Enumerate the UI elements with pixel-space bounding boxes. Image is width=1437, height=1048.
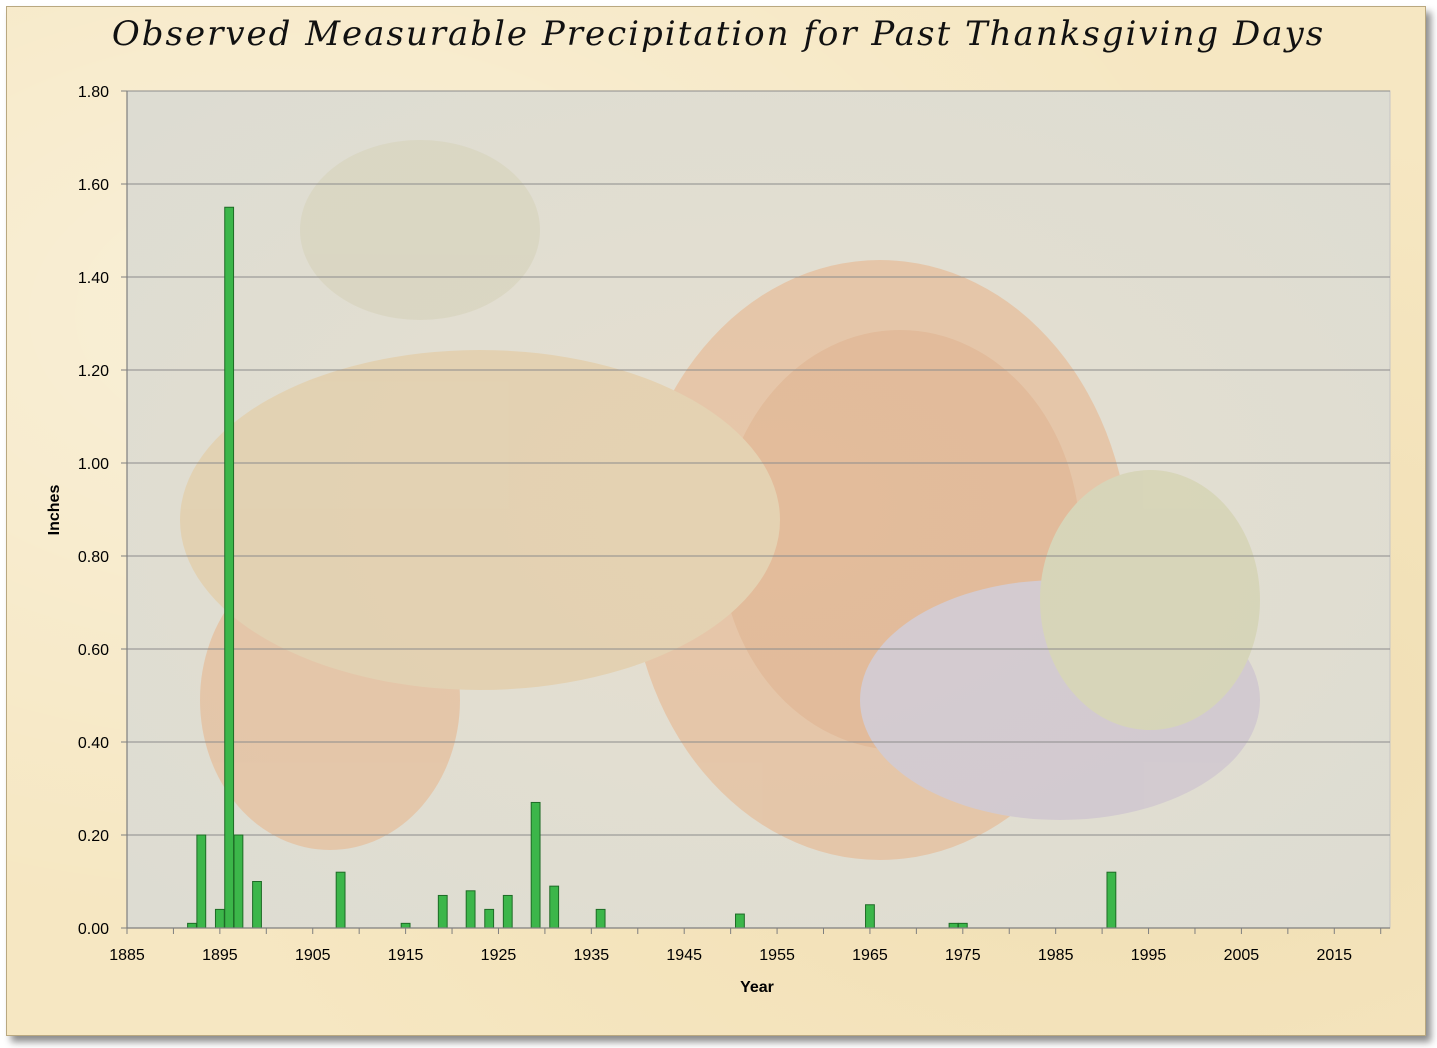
bar bbox=[1106, 871, 1117, 929]
x-tick-label: 1885 bbox=[109, 947, 145, 964]
bar bbox=[196, 834, 207, 929]
y-tick-label: 1.40 bbox=[78, 270, 109, 287]
x-tick-label: 1955 bbox=[759, 947, 795, 964]
x-tick-label: 1965 bbox=[852, 947, 888, 964]
bar bbox=[233, 834, 244, 929]
bar bbox=[187, 922, 197, 929]
chart-title: Observed Measurable Precipitation for Pa… bbox=[111, 14, 1326, 54]
y-tick-label: 0.40 bbox=[78, 735, 109, 752]
bar bbox=[465, 890, 476, 929]
x-tick-label: 2005 bbox=[1224, 947, 1260, 964]
bar bbox=[437, 894, 448, 929]
x-tick-labels: 1885 1895 1905 1915 1925 1935 1945 1955 1965 1975… bbox=[109, 947, 1352, 964]
bar bbox=[335, 871, 346, 929]
bar bbox=[549, 885, 560, 929]
y-tick-label: 0.80 bbox=[78, 549, 109, 566]
background-decoration bbox=[180, 140, 1260, 860]
x-tick-label: 1995 bbox=[1131, 947, 1167, 964]
x-axis-title: Year bbox=[740, 979, 774, 996]
axes bbox=[121, 90, 1390, 934]
bar bbox=[530, 801, 541, 929]
bar bbox=[957, 922, 968, 929]
x-tick-label: 1945 bbox=[666, 947, 702, 964]
x-tick-label: 1925 bbox=[481, 947, 517, 964]
x-tick-label: 2015 bbox=[1316, 947, 1352, 964]
bar bbox=[214, 908, 225, 929]
bar bbox=[484, 908, 495, 929]
x-tick-label: 1915 bbox=[388, 947, 424, 964]
y-tick-labels: 0.00 0.20 0.40 0.60 0.80 1.00 1.20 1.40 1.60 1.80 bbox=[78, 84, 109, 938]
x-tick-label: 1935 bbox=[574, 947, 610, 964]
bar bbox=[865, 904, 875, 929]
bar bbox=[252, 881, 262, 929]
y-tick-label: 0.60 bbox=[78, 642, 109, 659]
x-tick-label: 1905 bbox=[295, 947, 331, 964]
y-tick-label: 1.60 bbox=[78, 177, 109, 194]
x-tick-label: 1895 bbox=[202, 947, 238, 964]
y-axis-title: Inches bbox=[46, 485, 63, 536]
y-tick-label: 0.00 bbox=[78, 921, 109, 938]
y-tick-label: 1.80 bbox=[78, 84, 109, 101]
bar bbox=[502, 894, 513, 929]
bar bbox=[595, 908, 606, 929]
gridlines bbox=[127, 90, 1390, 836]
y-tick-label: 1.00 bbox=[78, 456, 109, 473]
y-tick-label: 0.20 bbox=[78, 828, 109, 845]
x-tick-label: 1985 bbox=[1038, 947, 1074, 964]
y-tick-label: 1.20 bbox=[78, 363, 109, 380]
bar bbox=[948, 922, 959, 929]
bar bbox=[400, 922, 411, 929]
bar bbox=[735, 913, 745, 929]
bars bbox=[187, 206, 1117, 929]
bar bbox=[224, 206, 235, 929]
x-tick-label: 1975 bbox=[945, 947, 981, 964]
